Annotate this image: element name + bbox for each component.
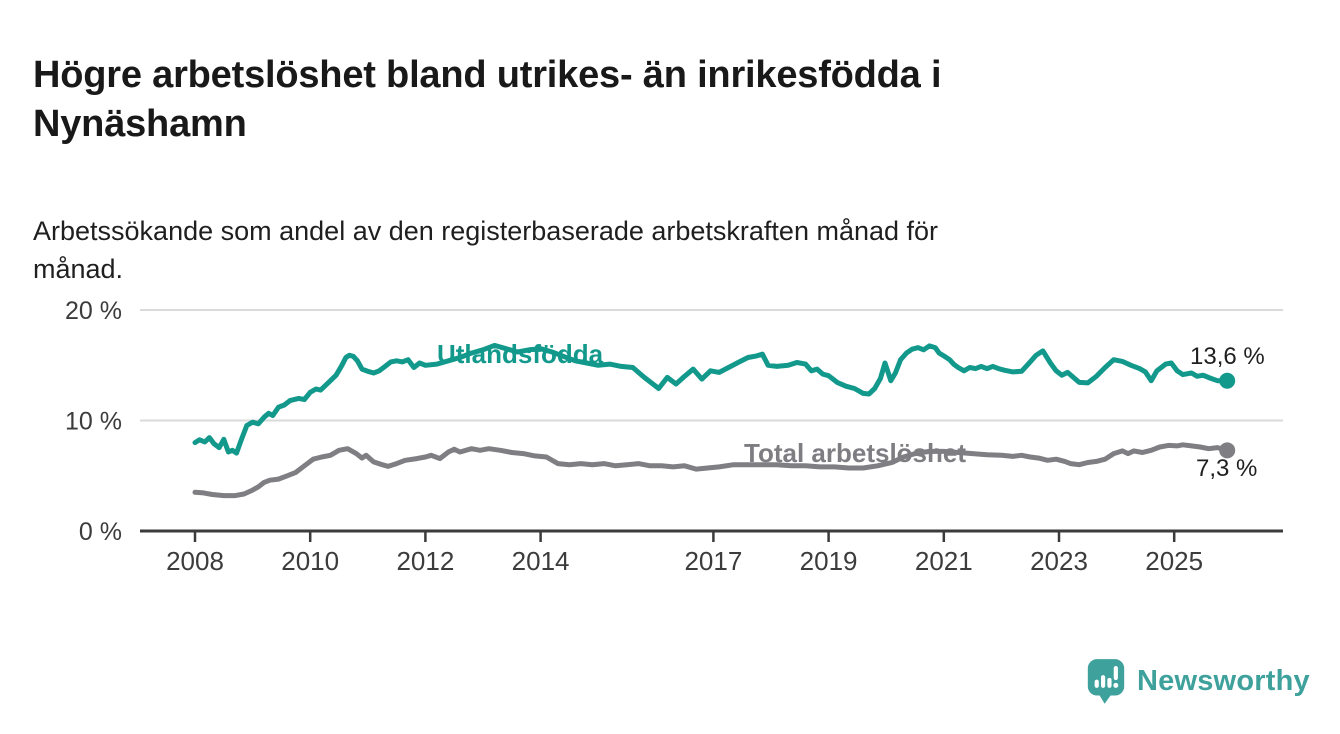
page-title: Högre arbetslöshet bland utrikes- än inr… [33, 51, 1213, 149]
newsworthy-logo: Newsworthy [1086, 657, 1310, 705]
subtitle-line-1: Arbetssökande som andel av den registerb… [33, 216, 939, 246]
x-tick-label: 2014 [512, 546, 570, 576]
x-tick-label: 2017 [684, 546, 742, 576]
x-tick-label: 2010 [281, 546, 339, 576]
series-label-utlandsfodda: Utlandsfödda [437, 339, 604, 369]
title-line-2: Nynäshamn [33, 103, 247, 146]
bar-chart-speech-bubble-icon [1086, 657, 1126, 705]
y-tick-label: 0 % [79, 518, 122, 546]
end-dot-total-arbetsloshet [1219, 442, 1236, 459]
end-dot-utlandsfodda [1219, 372, 1236, 389]
x-tick-label: 2019 [800, 546, 858, 576]
logo-wordmark: Newsworthy [1137, 664, 1310, 697]
series-line-utlandsfodda [192, 342, 1230, 456]
x-tick-label: 2008 [166, 546, 224, 576]
subtitle-line-2: månad. [33, 254, 124, 284]
x-tick-label: 2012 [396, 546, 454, 576]
x-tick-label: 2023 [1030, 546, 1088, 576]
end-value-label-utlandsfodda: 13,6 % [1190, 343, 1265, 370]
x-tick-label: 2025 [1145, 546, 1203, 576]
series-line-total-arbetsloshet [192, 442, 1230, 499]
title-line-1: Högre arbetslöshet bland utrikes- än inr… [33, 54, 942, 97]
y-tick-label: 20 % [65, 297, 122, 325]
series-label-total-arbetsloshet: Total arbetslöshet [744, 438, 967, 468]
chart-subtitle: Arbetssökande som andel av den registerb… [33, 212, 1233, 288]
end-value-label-total-arbetsloshet: 7,3 % [1196, 455, 1258, 482]
x-tick-label: 2021 [915, 546, 973, 576]
speech-bubble-shape [1087, 659, 1125, 704]
y-tick-label: 10 % [65, 408, 122, 436]
